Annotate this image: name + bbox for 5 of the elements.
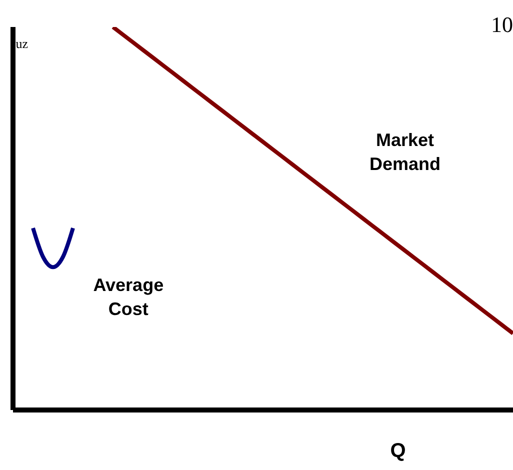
y-axis-title: uz [14, 36, 28, 52]
annotation: 10 [491, 12, 513, 38]
x-axis-title: Q [389, 440, 407, 463]
text: Market Demand [368, 129, 442, 176]
series-label: Average Cost [92, 274, 165, 322]
